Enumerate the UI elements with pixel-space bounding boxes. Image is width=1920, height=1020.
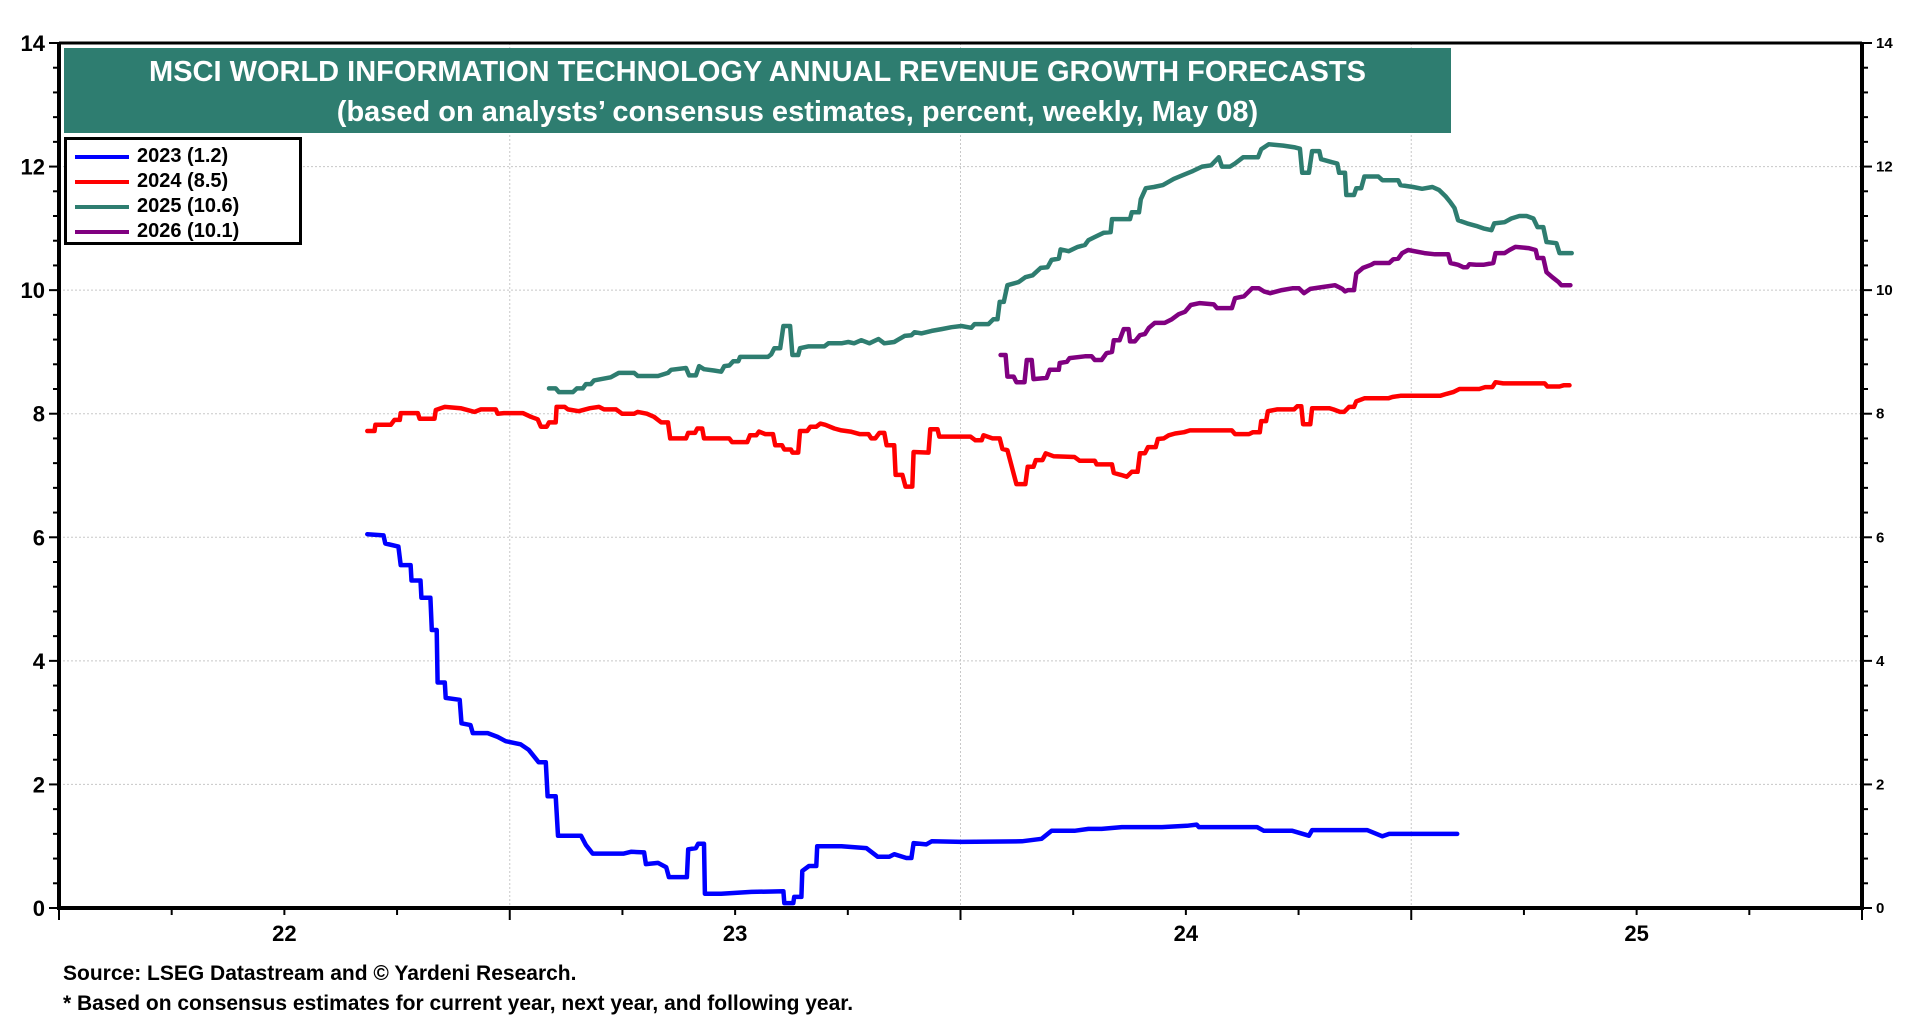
legend-swatch-2023 [75, 154, 129, 159]
y-tick-label-left: 0 [33, 896, 45, 921]
x-tick-label: 24 [1174, 921, 1199, 946]
chart-title-box: MSCI WORLD INFORMATION TECHNOLOGY ANNUAL… [64, 48, 1451, 133]
y-tick-label-right: 8 [1876, 406, 1884, 423]
x-tick-label: 25 [1624, 921, 1648, 946]
series-line-2025 [546, 142, 1574, 395]
y-tick-label-left: 4 [33, 649, 46, 674]
legend: 2023 (1.2) 2024 (8.5) 2025 (10.6) 2026 (… [64, 137, 302, 245]
y-tick-label-left: 6 [33, 525, 45, 550]
y-axis-left-labels: 0 2 4 6 8 10 12 14 [21, 31, 46, 921]
legend-item-2023: 2023 (1.2) [75, 144, 299, 169]
legend-label-2023: 2023 (1.2) [137, 145, 229, 167]
legend-item-2026: 2026 (10.1) [75, 219, 299, 244]
axes [49, 41, 1872, 920]
legend-item-2024: 2024 (8.5) [75, 169, 299, 194]
legend-label-2024: 2024 (8.5) [137, 170, 229, 192]
legend-label-2026: 2026 (10.1) [137, 220, 240, 242]
x-tick-label: 23 [723, 921, 747, 946]
chart-subtitle: (based on analysts’ consensus estimates,… [336, 96, 1259, 128]
y-tick-label-left: 14 [21, 31, 46, 56]
y-tick-label-right: 4 [1876, 653, 1885, 670]
series-line-2026 [998, 244, 1573, 385]
legend-swatch-2025 [75, 204, 129, 209]
legend-item-2025: 2025 (10.6) [75, 194, 299, 219]
legend-swatch-2024 [75, 179, 129, 184]
source-note: Source: LSEG Datastream and © Yardeni Re… [63, 962, 577, 985]
y-tick-label-left: 8 [33, 402, 45, 427]
footnote: * Based on consensus estimates for curre… [63, 992, 854, 1015]
series-line-2023 [365, 531, 1460, 906]
gridlines [59, 43, 1862, 908]
y-tick-label-right: 14 [1876, 35, 1893, 52]
x-axis-labels: 22 23 24 25 [272, 921, 1649, 946]
legend-label-2025: 2025 (10.6) [137, 195, 240, 217]
y-tick-label-left: 2 [33, 772, 45, 797]
y-tick-label-left: 12 [21, 155, 45, 180]
y-tick-label-right: 10 [1876, 282, 1893, 299]
y-tick-label-right: 2 [1876, 776, 1884, 793]
series-line-2024 [365, 379, 1572, 489]
chart-title: MSCI WORLD INFORMATION TECHNOLOGY ANNUAL… [149, 56, 1366, 88]
x-tick-label: 22 [272, 921, 296, 946]
series-lines [365, 142, 1574, 906]
y-axis-right-labels: 0 2 4 6 8 10 12 14 [1876, 35, 1893, 917]
legend-swatch-2026 [75, 229, 129, 234]
y-tick-label-right: 12 [1876, 159, 1893, 176]
y-tick-label-left: 10 [21, 278, 45, 303]
y-tick-label-right: 6 [1876, 529, 1884, 546]
y-tick-label-right: 0 [1876, 900, 1884, 917]
